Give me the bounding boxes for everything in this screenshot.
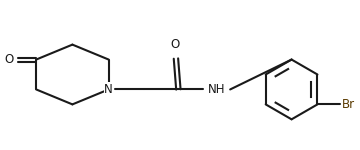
Text: O: O — [171, 38, 180, 51]
Text: NH: NH — [208, 83, 226, 96]
Text: N: N — [104, 83, 113, 96]
Text: Br: Br — [342, 98, 355, 111]
Text: O: O — [4, 53, 13, 66]
